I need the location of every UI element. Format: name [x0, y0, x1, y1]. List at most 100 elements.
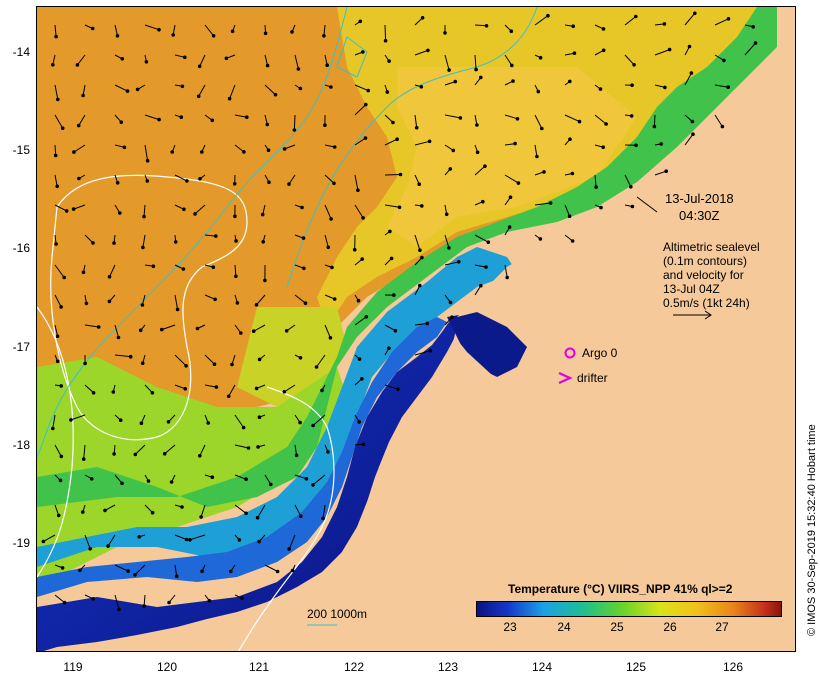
velocity-arrow-head: [69, 418, 73, 422]
velocity-arrow-head: [138, 328, 143, 333]
velocity-arrow-head: [58, 478, 63, 483]
velocity-arrow-head: [284, 329, 289, 333]
velocity-arrow: [264, 54, 269, 66]
velocity-arrow-head: [667, 47, 672, 52]
velocity-arrow: [234, 474, 247, 480]
credit-text: © IMOS 30-Sep-2019 15:32:40 Hobart time: [806, 424, 818, 636]
x-tick-label: 119: [63, 660, 83, 674]
velocity-arrow: [653, 114, 656, 127]
velocity-arrow-head: [366, 88, 371, 93]
velocity-arrow-head: [51, 63, 55, 67]
velocity-arrow-head: [689, 71, 694, 75]
velocity-arrow-head: [630, 204, 635, 209]
velocity-arrow: [714, 18, 729, 26]
velocity-arrow-head: [180, 84, 185, 89]
velocity-arrow-head: [96, 325, 101, 329]
velocity-arrow-head: [56, 513, 61, 518]
velocity-arrow-head: [142, 604, 146, 608]
velocity-arrow: [384, 138, 398, 146]
velocity-arrow-head: [55, 184, 60, 189]
velocity-arrow-head: [568, 79, 572, 84]
velocity-arrow: [73, 144, 86, 153]
velocity-arrow-head: [234, 239, 238, 243]
velocity-arrow-head: [294, 453, 299, 458]
velocity-arrow-head: [479, 283, 483, 288]
velocity-arrow-head: [207, 599, 212, 603]
velocity-arrow: [474, 165, 486, 176]
velocity-arrow-head: [427, 139, 432, 144]
colorbar-tick: 27: [715, 620, 729, 634]
velocity-arrow-head: [414, 125, 419, 130]
velocity-arrow: [114, 324, 119, 338]
velocity-arrow-head: [479, 75, 483, 80]
colorbar-tick: 24: [557, 620, 571, 634]
velocity-arrow-head: [135, 87, 140, 92]
velocity-arrow-head: [169, 480, 174, 484]
velocity-arrow: [54, 594, 65, 603]
velocity-arrow: [354, 174, 359, 191]
x-tick-label: 123: [437, 660, 459, 674]
velocity-arrow: [264, 564, 278, 572]
velocity-arrow-head: [507, 225, 512, 229]
velocity-arrow-head: [137, 535, 141, 539]
isobath-lines: [37, 7, 538, 458]
velocity-arrow-head: [538, 55, 543, 60]
velocity-arrow-head: [171, 33, 175, 37]
velocity-arrow: [534, 15, 549, 26]
velocity-arrow-head: [361, 442, 366, 447]
velocity-arrow-head: [290, 30, 294, 34]
velocity-arrow-head: [257, 415, 262, 420]
velocity-arrow-head: [224, 56, 229, 61]
velocity-arrow-head: [244, 511, 248, 516]
velocity-arrow-head: [62, 275, 67, 280]
velocity-arrow: [43, 534, 56, 542]
velocity-arrow: [288, 534, 296, 550]
colorbar-tick: 25: [610, 620, 624, 634]
velocity-arrow: [504, 174, 519, 184]
velocity-arrow: [70, 414, 86, 421]
velocity-arrow: [189, 534, 206, 541]
velocity-arrow-head: [361, 50, 365, 54]
velocity-arrow-head: [385, 90, 390, 94]
velocity-arrow-head: [540, 126, 544, 131]
velocity-arrow-head: [227, 96, 232, 101]
velocity-arrow: [444, 114, 461, 119]
velocity-arrow: [78, 114, 86, 126]
velocity-arrow-head: [180, 505, 184, 509]
velocity-arrow: [316, 354, 326, 368]
velocity-arrow-head: [199, 515, 203, 519]
velocity-arrow-head: [664, 169, 669, 173]
velocity-arrow-head: [577, 119, 582, 124]
velocity-arrow-head: [119, 120, 124, 124]
velocity-arrow: [143, 204, 146, 217]
cold-coastal-water: [37, 322, 457, 651]
velocity-arrow: [474, 24, 487, 27]
velocity-arrow-head: [287, 547, 291, 551]
velocity-arrow-head: [229, 569, 233, 574]
velocity-arrow-head: [157, 117, 161, 122]
velocity-arrow-head: [237, 538, 242, 542]
velocity-arrow-head: [230, 29, 235, 34]
velocity-arrow-head: [251, 329, 256, 334]
velocity-arrow-head: [183, 387, 187, 391]
sst-map[interactable]: 13-Jul-2018 04:30Z Altimetric sealevel (…: [36, 6, 796, 652]
velocity-arrow: [384, 174, 401, 176]
velocity-arrow-head: [458, 116, 463, 120]
velocity-arrow: [594, 114, 607, 125]
velocity-arrow: [684, 12, 696, 26]
velocity-arrow-head: [484, 24, 489, 28]
velocity-arrow-head: [511, 79, 515, 83]
velocity-arrow: [414, 322, 428, 326]
velocity-arrow-head: [145, 158, 150, 163]
velocity-arrow: [534, 114, 543, 129]
velocity-arrow-head: [387, 59, 391, 63]
velocity-arrow-head: [361, 216, 365, 220]
velocity-arrow-head: [140, 361, 145, 366]
velocity-arrow-head: [140, 303, 145, 307]
velocity-arrow-head: [570, 171, 575, 176]
velocity-arrow-head: [301, 236, 306, 240]
velocity-arrow-head: [267, 180, 271, 185]
velocity-arrow-head: [287, 182, 291, 186]
x-tick-label: 120: [156, 660, 178, 674]
velocity-arrow-head: [629, 184, 633, 189]
